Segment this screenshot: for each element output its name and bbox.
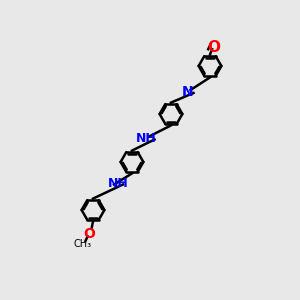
Text: N: N: [182, 85, 193, 98]
Text: CH₃: CH₃: [74, 239, 92, 249]
Text: O: O: [83, 227, 95, 241]
Text: NH: NH: [136, 131, 157, 145]
Text: NH: NH: [108, 177, 129, 190]
Text: O: O: [207, 40, 220, 56]
